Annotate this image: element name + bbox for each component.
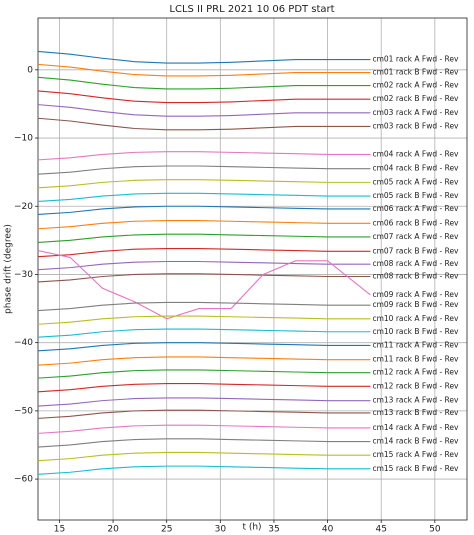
series-line	[37, 50, 371, 64]
x-tick-label: 30	[215, 525, 227, 535]
line-label: cm08 rack A Fwd - Rev	[372, 259, 459, 268]
series-line	[37, 179, 371, 189]
line-label: cm07 rack A Fwd - Rev	[372, 232, 459, 241]
y-tick-label: −20	[14, 202, 33, 212]
y-tick-label: 0	[27, 65, 33, 75]
series-line	[37, 205, 371, 215]
series-line	[37, 397, 371, 407]
series-line	[37, 233, 371, 243]
line-label: cm09 rack A Fwd - Rev	[372, 290, 459, 299]
series-line	[37, 315, 371, 325]
series-line	[37, 356, 371, 366]
series-line	[37, 151, 371, 161]
line-label: cm04 rack B Fwd - Rev	[372, 164, 459, 173]
line-label: cm08 rack B Fwd - Rev	[372, 272, 459, 281]
line-label: cm06 rack B Fwd - Rev	[372, 218, 459, 227]
series-line	[37, 465, 371, 475]
series-line	[37, 165, 371, 175]
line-label: cm01 rack A Fwd - Rev	[372, 55, 459, 64]
series-line	[37, 76, 371, 90]
line-label: cm14 rack B Fwd - Rev	[372, 437, 459, 446]
series-line	[37, 409, 371, 419]
x-tick-label: 15	[54, 525, 65, 535]
line-label: cm05 rack B Fwd - Rev	[372, 191, 459, 200]
plot-frame	[37, 17, 468, 521]
line-label: cm05 rack A Fwd - Rev	[372, 177, 459, 186]
x-tick-label: 50	[429, 525, 441, 535]
series-line	[37, 63, 371, 77]
series-line	[37, 369, 371, 379]
y-tick-label: −50	[14, 406, 33, 416]
line-label: cm11 rack A Fwd - Rev	[372, 340, 459, 349]
series-line	[37, 220, 371, 230]
x-axis-label: t (h)	[242, 523, 261, 533]
series-line	[37, 342, 371, 352]
line-label: cm11 rack B Fwd - Rev	[372, 355, 459, 364]
x-tick-label: 25	[161, 525, 172, 535]
line-label: cm03 rack B Fwd - Rev	[372, 121, 459, 130]
series-line	[37, 192, 371, 203]
line-label: cm13 rack B Fwd - Rev	[372, 408, 459, 417]
series-line	[37, 90, 371, 104]
y-tick-label: −60	[14, 475, 33, 485]
x-tick-label: 20	[107, 525, 119, 535]
y-tick-label: −30	[14, 270, 33, 280]
line-label: cm14 rack A Fwd - Rev	[372, 423, 459, 432]
x-tick-label: 35	[268, 525, 279, 535]
series-line	[37, 383, 371, 393]
line-label: cm12 rack B Fwd - Rev	[372, 381, 459, 390]
x-tick-label: 45	[375, 525, 386, 535]
line-label: cm02 rack B Fwd - Rev	[372, 94, 459, 103]
series-line	[37, 247, 371, 258]
line-label: cm12 rack A Fwd - Rev	[372, 368, 459, 377]
line-label: cm01 rack B Fwd - Rev	[372, 68, 459, 77]
series-line	[37, 301, 371, 312]
line-label: cm03 rack A Fwd - Rev	[372, 108, 459, 117]
line-label: cm15 rack A Fwd - Rev	[372, 450, 459, 459]
line-label: cm10 rack B Fwd - Rev	[372, 327, 459, 336]
line-label: cm04 rack A Fwd - Rev	[372, 149, 459, 158]
line-label: cm02 rack A Fwd - Rev	[372, 81, 459, 90]
series-line	[37, 438, 371, 448]
line-label: cm10 rack A Fwd - Rev	[372, 314, 459, 323]
y-axis-label: phase drift (degree)	[4, 224, 14, 314]
series-line	[37, 250, 371, 320]
series-line	[37, 424, 371, 434]
line-label: cm15 rack B Fwd - Rev	[372, 464, 459, 473]
series-line	[37, 328, 371, 338]
y-tick-label: −10	[14, 134, 33, 144]
line-label: cm06 rack A Fwd - Rev	[372, 204, 459, 213]
line-label: cm09 rack B Fwd - Rev	[372, 300, 459, 309]
series-line	[37, 104, 371, 117]
x-tick-label: 40	[322, 525, 334, 535]
series-line	[37, 260, 371, 271]
chart-title: LCLS II PRL 2021 10 06 PDT start	[169, 4, 334, 15]
y-tick-label: −40	[14, 338, 33, 348]
line-label: cm13 rack A Fwd - Rev	[372, 396, 459, 405]
series-line	[37, 451, 371, 462]
line-label: cm07 rack B Fwd - Rev	[372, 246, 459, 255]
series-line	[37, 117, 371, 131]
